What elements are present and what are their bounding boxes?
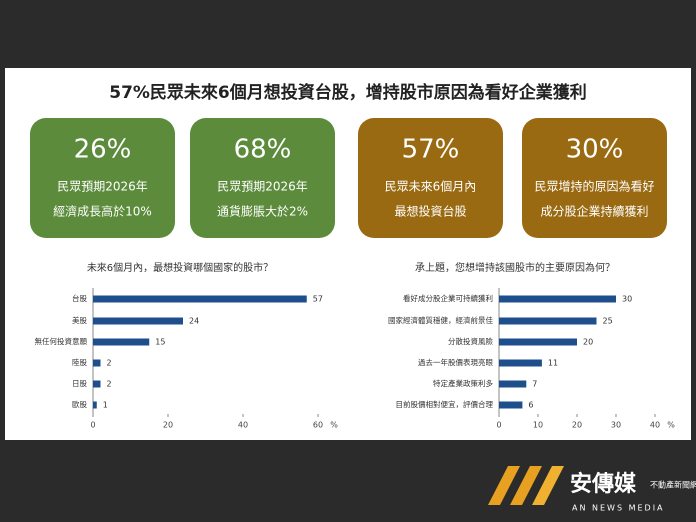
logo-shape [488,466,520,505]
card-text: 民眾預期2026年 [217,180,308,194]
category-label: 分散投資風險 [448,336,493,346]
value-label: 1 [103,401,108,410]
value-label: 11 [548,359,558,368]
card-text: 民眾增持的原因為看好 [534,179,654,194]
x-tick-label: 30 [611,421,621,430]
bar [499,380,527,388]
bar [93,295,307,303]
bar [499,359,542,367]
value-label: 25 [603,317,613,326]
bar-chart: 未來6個月內，最想投資哪個國家的股市？ 0 20 40 60 % 台股 57 美股 24 無任何投資… [35,261,339,430]
bar [93,317,183,325]
x-tick-label: 20 [572,421,582,430]
logo-sub: 不動產新聞網 [650,480,696,490]
chart-title: 未來6個月內，最想投資哪個國家的股市？ [87,261,273,274]
logo: 安傳媒 不動產新聞網 AN NEWS MEDIA [488,466,696,513]
bar [499,295,616,303]
category-label: 無任何投資意願 [35,336,88,346]
x-tick-label: 10 [533,421,543,430]
category-label: 過去一年股價表現亮眼 [418,357,493,367]
title: 57%民眾未來6個月想投資台股，增持股市原因為看好企業獲利 [109,82,587,103]
x-tick-label: 20 [163,421,173,430]
bar [93,401,97,409]
card-value: 68% [234,135,292,165]
x-axis-label: % [330,421,338,430]
bar [93,359,101,367]
category-label: 日股 [72,379,87,388]
value-label: 30 [622,295,632,304]
card-text: 最想投資台股 [394,204,466,219]
value-label: 57 [313,295,323,304]
bar [93,338,150,346]
x-axis-label: % [667,421,675,430]
card-text: 經濟成長高於10% [53,204,152,219]
x-tick-label: 40 [238,421,248,430]
card-value: 57% [402,135,460,165]
x-tick-label: 60 [313,421,323,430]
chart-title: 承上題，您想增持該國股市的主要原因為何？ [415,261,615,274]
card-box [190,118,335,238]
value-label: 2 [107,359,112,368]
logo-english: AN NEWS MEDIA [572,504,665,513]
logo-shape [510,466,542,505]
bar [499,317,597,325]
card-box [358,118,503,238]
value-label: 24 [189,317,199,326]
category-label: 特定產業政策利多 [433,378,493,388]
value-label: 6 [528,401,533,410]
value-label: 7 [532,380,537,389]
category-label: 陸股 [72,357,87,367]
bar [499,338,577,346]
x-tick-label: 40 [650,421,660,430]
card-text: 民眾未來6個月內 [385,180,477,194]
card-text: 通貨膨脹大於2% [217,204,308,219]
logo-name: 安傳媒 [570,471,637,497]
card-text: 成分股企業持續獲利 [540,204,648,219]
x-tick-label: 0 [90,421,95,430]
card-box [30,118,175,238]
card-value: 26% [74,135,132,165]
logo-shape [532,466,564,505]
bar-chart: 承上題，您想增持該國股市的主要原因為何？ 0 10 20 30 40 % 看好成分股企業可持續… [388,261,675,430]
category-label: 台股 [72,293,87,303]
category-label: 美股 [72,315,87,325]
card-text: 民眾預期2026年 [57,180,148,194]
value-label: 20 [583,338,593,347]
value-label: 15 [155,338,165,347]
category-label: 目前股價相對便宜，評價合理 [396,399,494,409]
category-label: 看好成分股企業可持續獲利 [403,293,493,303]
x-tick-label: 0 [496,421,501,430]
category-label: 歐股 [72,399,87,409]
card-box [522,118,667,238]
card-value: 30% [566,135,624,165]
value-label: 2 [107,380,112,389]
category-label: 國家經濟體質穩健，經濟前景佳 [388,315,493,325]
bar [93,380,101,388]
bar [499,401,523,409]
